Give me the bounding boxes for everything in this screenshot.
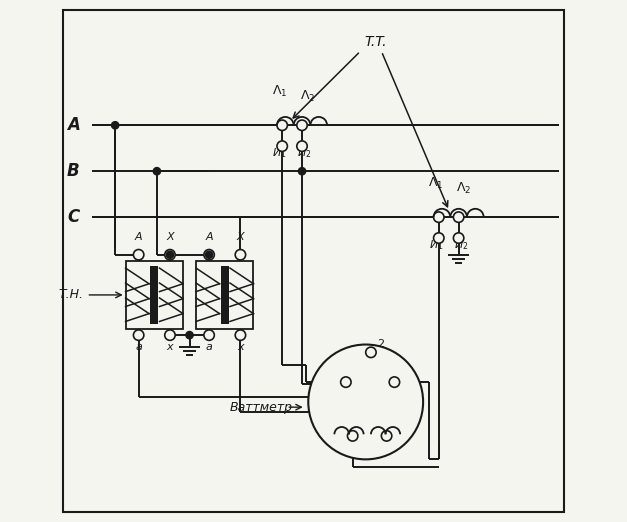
Text: X: X [236,232,245,242]
Text: T.T.: T.T. [365,35,387,49]
Circle shape [366,347,376,358]
Text: x: x [167,342,173,352]
Text: $И_1$: $И_1$ [429,239,443,252]
Text: B: B [67,162,80,180]
Circle shape [297,120,307,130]
Circle shape [453,212,464,222]
Circle shape [134,330,144,340]
Text: X: X [166,232,174,242]
Text: 4: 4 [339,397,345,407]
Text: Т.Н.: Т.Н. [58,289,83,301]
Bar [196,261,253,329]
Circle shape [297,141,307,151]
Text: x: x [237,342,244,352]
Circle shape [204,330,214,340]
Circle shape [381,431,392,441]
Text: $Λ_1$: $Λ_1$ [428,176,444,191]
Circle shape [347,431,358,441]
Text: 7: 7 [383,438,390,448]
Circle shape [453,233,464,243]
Text: $И_2$: $И_2$ [297,147,312,160]
Text: C: C [67,208,80,226]
Circle shape [165,330,175,340]
Circle shape [206,251,213,258]
Text: 6: 6 [394,397,401,407]
Circle shape [433,233,444,243]
Circle shape [277,120,287,130]
Text: Ваттметр: Ваттметр [230,401,293,413]
Circle shape [340,377,351,387]
Circle shape [308,345,423,459]
Bar [221,266,229,324]
Text: a: a [135,342,142,352]
Text: A: A [205,232,213,242]
Circle shape [153,168,161,175]
Text: $И_1$: $И_1$ [272,147,287,160]
Circle shape [186,331,193,339]
Circle shape [235,330,246,340]
Text: A: A [135,232,142,242]
Circle shape [204,250,214,260]
Circle shape [277,141,287,151]
Text: 2: 2 [377,339,384,349]
Text: $Λ_2$: $Λ_2$ [456,181,472,196]
Text: a: a [206,342,213,352]
Circle shape [235,250,246,260]
Text: $Λ_1$: $Λ_1$ [272,84,287,99]
Bar [125,261,183,329]
Text: $Λ_2$: $Λ_2$ [300,89,315,104]
Circle shape [433,212,444,222]
Circle shape [134,250,144,260]
Text: A: A [67,116,80,134]
Text: 3: 3 [400,372,408,382]
Text: $И_2$: $И_2$ [454,239,468,252]
Circle shape [166,251,174,258]
Circle shape [165,250,175,260]
Circle shape [298,168,306,175]
Bar [150,266,159,324]
Text: 1: 1 [333,369,340,379]
Circle shape [112,122,119,129]
Text: 5: 5 [349,438,356,448]
Circle shape [389,377,399,387]
